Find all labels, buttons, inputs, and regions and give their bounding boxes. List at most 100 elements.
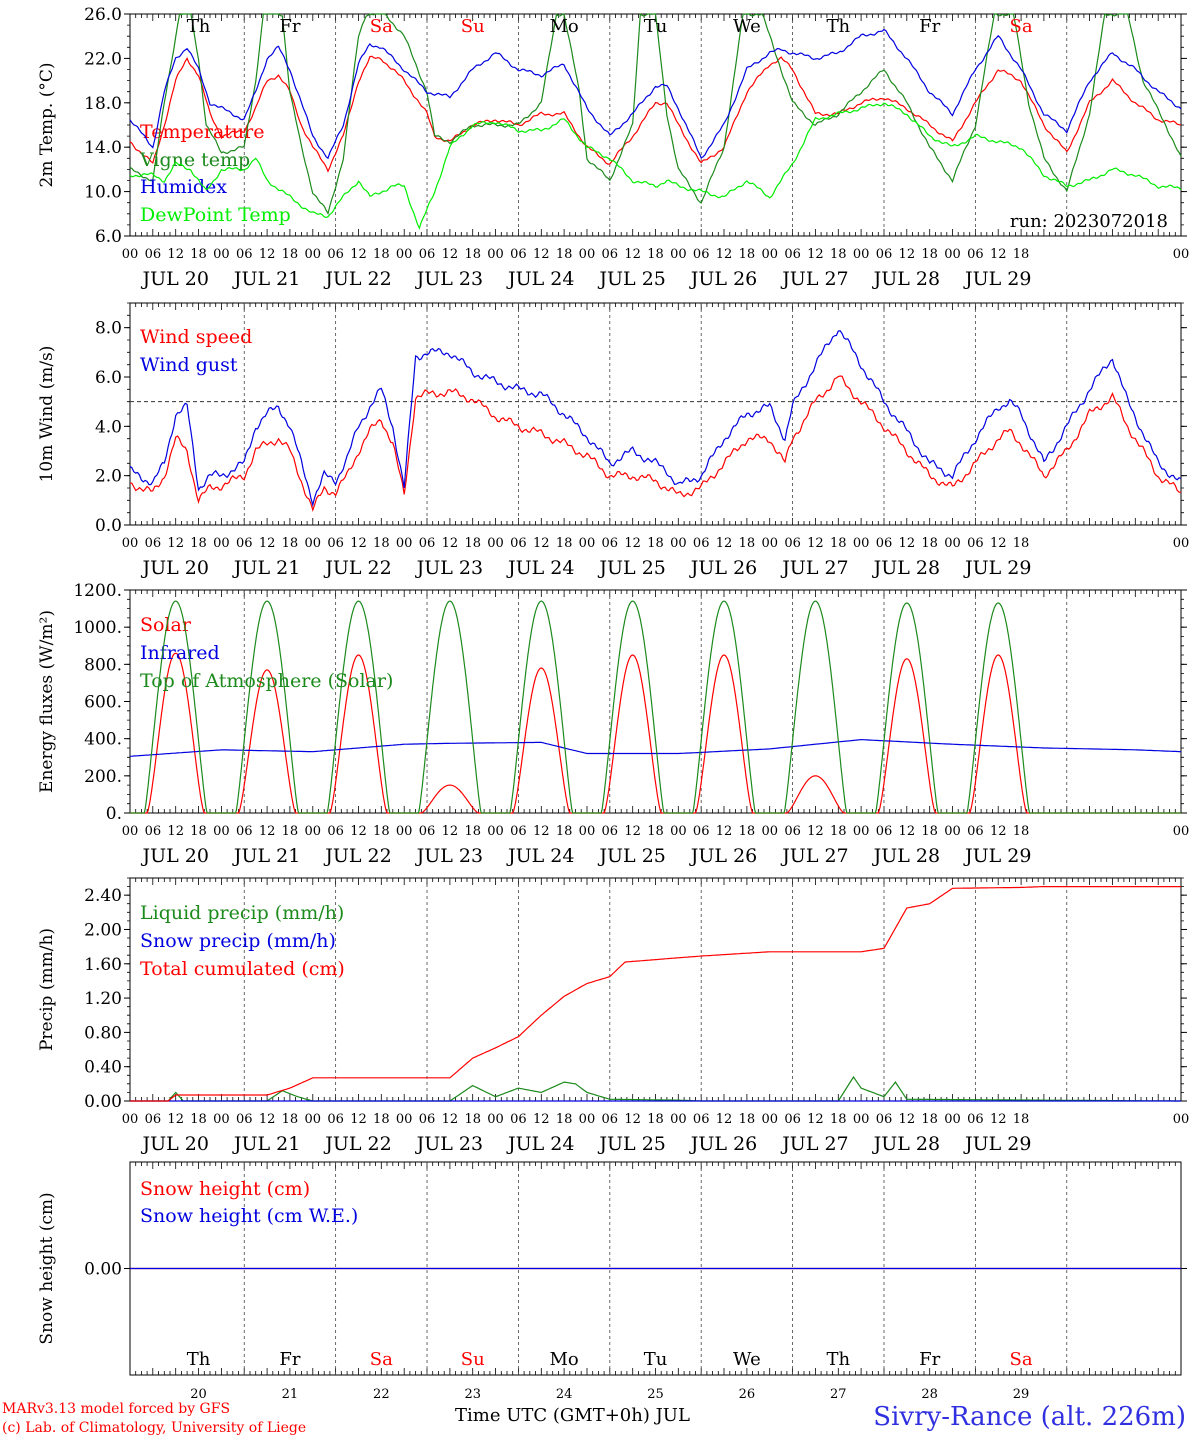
hour-tick-label: 06: [784, 247, 801, 262]
y-tick-label: 1.60: [84, 955, 122, 975]
series-line-wind-speed: [129, 375, 1181, 512]
y-tick-label: 400.: [84, 730, 122, 750]
hour-tick-label: 06: [236, 247, 253, 262]
hour-tick-label: 12: [259, 1112, 276, 1127]
date-label: JUL 26: [689, 268, 757, 290]
series-line-vigne-temp: [129, 12, 1182, 216]
hour-tick-label: 18: [556, 536, 573, 551]
hour-tick-label: 12: [990, 536, 1007, 551]
date-label: JUL 26: [689, 557, 757, 579]
weekday-label: We: [733, 1349, 761, 1370]
hour-tick-label: 06: [876, 1112, 893, 1127]
y-tick-label: 0.00: [84, 1092, 122, 1112]
hour-tick-label: 18: [647, 536, 664, 551]
panel-2: 0.0 2.0 4.0 6.0 8.0 10m Wind (m/s) Wind speed W…: [37, 302, 1189, 579]
hour-tick-label: 00: [761, 1112, 778, 1127]
hour-tick-label: 00: [670, 247, 687, 262]
hour-tick-label: 18: [190, 536, 207, 551]
hour-tick-label: 00: [853, 247, 870, 262]
hour-tick-label: 00: [487, 824, 504, 839]
y-tick-label: 22.0: [84, 49, 122, 69]
y-minor-ticks: [127, 302, 1184, 526]
hour-tick-label: 18: [556, 247, 573, 262]
date-label: JUL 24: [506, 557, 574, 579]
weekday-label: Sa: [1010, 16, 1033, 37]
hour-tick-label: 12: [350, 1112, 367, 1127]
hour-tick-label: 18: [830, 1112, 847, 1127]
hour-tick-label: 18: [647, 824, 664, 839]
legend-entry: Total cumulated (cm): [140, 958, 345, 980]
y-tick-label: 8.0: [95, 319, 122, 339]
series-line-wind-gust: [129, 330, 1182, 508]
hour-tick-label: 06: [693, 536, 710, 551]
hour-tick-label: 06: [145, 1112, 162, 1127]
hour-tick-label: 12: [624, 536, 641, 551]
hour-tick-label: 06: [510, 536, 527, 551]
hour-tick-label: 06: [327, 247, 344, 262]
y-tick-label: 800.: [84, 655, 122, 675]
hour-tick-label: 18: [282, 824, 299, 839]
hour-tick-label: 00: [122, 824, 139, 839]
hour-tick-label: 06: [510, 247, 527, 262]
date-label: JUL 29: [963, 845, 1031, 867]
series-line-humidex: [129, 28, 1182, 160]
hour-tick-label: 18: [556, 824, 573, 839]
x-minor-ticks: [129, 303, 1182, 525]
hour-tick-label: 00: [761, 824, 778, 839]
y-axis-label: 2m Temp. (°C): [37, 62, 57, 187]
day-number-label: 20: [190, 1387, 207, 1400]
series-line-top-of-atmosphere-solar-: [130, 600, 1181, 814]
y-tick-label: 18.0: [84, 94, 122, 114]
hour-tick-label: 18: [739, 536, 756, 551]
date-label: JUL 23: [415, 268, 483, 290]
hour-tick-label: 12: [899, 247, 916, 262]
y-tick-label: 6.0: [95, 227, 122, 247]
hour-tick-label: 00: [853, 824, 870, 839]
hour-tick-label: 18: [921, 1112, 938, 1127]
hour-tick-label: 06: [784, 536, 801, 551]
hour-tick-label: 18: [556, 1112, 573, 1127]
hour-tick-label: 00: [670, 1112, 687, 1127]
weekday-label: Tu: [644, 1349, 668, 1370]
date-label: JUL 29: [963, 557, 1031, 579]
y-tick-label: 0.40: [84, 1058, 122, 1078]
hour-tick-label: 12: [807, 824, 824, 839]
hour-tick-label: 12: [442, 1112, 459, 1127]
date-label: JUL 22: [323, 1133, 391, 1155]
hour-tick-label: 06: [967, 824, 984, 839]
hour-tick-label: 06: [145, 824, 162, 839]
hour-tick-label: 06: [967, 1112, 984, 1127]
hour-tick-label: 18: [739, 247, 756, 262]
hour-tick-label: 00: [761, 536, 778, 551]
date-label: JUL 26: [689, 1133, 757, 1155]
hour-tick-label: 18: [830, 536, 847, 551]
date-label: JUL 27: [780, 557, 848, 579]
hour-tick-label: 00: [853, 1112, 870, 1127]
hour-tick-label: 00: [122, 247, 139, 262]
hour-tick-label: 18: [921, 824, 938, 839]
hour-tick-label: 18: [921, 536, 938, 551]
legend-entry: Humidex: [140, 176, 227, 198]
y-tick-label: 1.20: [84, 989, 122, 1009]
hour-tick-label: 18: [647, 247, 664, 262]
hour-tick-label: 12: [716, 824, 733, 839]
hour-tick-label: 18: [1013, 1112, 1030, 1127]
hour-tick-label: 18: [190, 247, 207, 262]
hour-tick-label: 00: [579, 247, 596, 262]
series-line-dewpoint-temp: [129, 102, 1182, 230]
date-label: JUL 22: [323, 268, 391, 290]
weekday-label: Fr: [279, 16, 300, 37]
y-tick-label: 1200.: [73, 581, 122, 601]
date-label: JUL 22: [323, 557, 391, 579]
hour-tick-label: 12: [899, 1112, 916, 1127]
date-label: JUL 25: [597, 557, 665, 579]
hour-tick-label: 00: [305, 1112, 322, 1127]
legend-entry: Snow height (cm): [140, 1178, 310, 1200]
series-line-total-cumulated-cm-: [130, 886, 1181, 1102]
credits-line-2: (c) Lab. of Climatology, University of L…: [2, 1420, 307, 1436]
hour-tick-label: 00: [1173, 824, 1190, 839]
hour-tick-label: 00: [396, 1112, 413, 1127]
hour-tick-label: 12: [167, 824, 184, 839]
hour-tick-label: 18: [373, 536, 390, 551]
date-label: JUL 24: [506, 268, 574, 290]
